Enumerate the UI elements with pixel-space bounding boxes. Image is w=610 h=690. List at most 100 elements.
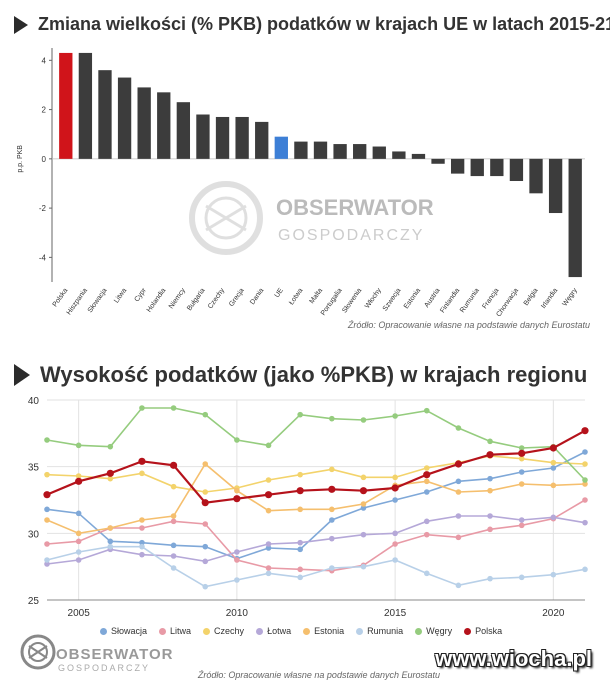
series-line-łotwa: [46, 515, 586, 565]
point-polska: [581, 427, 589, 435]
series-czechy: [44, 453, 588, 495]
bar-dania: [255, 121, 269, 159]
bar-szwecja: [392, 151, 406, 159]
point-litwa: [392, 541, 398, 547]
series-line-litwa: [46, 499, 586, 572]
y-tick-label: 35: [28, 463, 40, 474]
point-łotwa: [582, 519, 588, 526]
legend-label: Polska: [475, 626, 503, 636]
point-łotwa: [139, 551, 145, 558]
point-łotwa: [455, 513, 462, 519]
legend-label: Węgry: [426, 626, 453, 636]
point-estonia: [550, 482, 557, 489]
point-łotwa: [297, 539, 303, 546]
bar-czechy: [215, 116, 230, 159]
series-line-estonia: [46, 462, 586, 535]
point-rumunia: [107, 543, 114, 550]
point-łotwa: [329, 535, 335, 542]
point-rumunia: [423, 570, 430, 577]
bar-malta: [313, 141, 328, 159]
chart2-source: Źródło: Opracowanie własne na podstawie …: [197, 670, 440, 680]
y-tick-label: -4: [39, 253, 47, 262]
bar-irlandia: [548, 158, 563, 214]
point-łotwa: [360, 531, 367, 538]
point-litwa: [487, 526, 493, 533]
legend-label: Litwa: [170, 626, 192, 636]
legend-item-estonia: Estonia: [303, 626, 344, 636]
point-estonia: [582, 481, 588, 487]
legend-label: Estonia: [314, 626, 345, 636]
point-łotwa: [392, 530, 398, 537]
bar-chorwacja: [509, 158, 524, 182]
y-tick-label: 0: [42, 155, 47, 164]
point-słowacja: [139, 539, 145, 546]
point-polska: [296, 487, 304, 495]
point-słowacja: [455, 478, 462, 485]
chart2-title-text: Wysokość podatków (jako %PKB) w krajach …: [40, 362, 588, 387]
legend-dot-icon: [256, 627, 264, 635]
legend-item-litwa: Litwa: [159, 626, 191, 636]
logo-watermark-icon: [189, 181, 263, 255]
point-czechy: [75, 473, 82, 479]
point-polska: [138, 457, 146, 465]
point-słowacja: [329, 517, 335, 523]
point-rumunia: [518, 574, 525, 581]
point-polska: [391, 484, 399, 492]
point-litwa: [170, 518, 177, 525]
bar-bułgaria: [196, 114, 210, 159]
point-estonia: [360, 501, 367, 507]
legend-label: Czechy: [214, 626, 245, 636]
point-węgry: [518, 445, 525, 451]
bar-cypr: [137, 87, 151, 159]
bar-rumunia: [470, 158, 484, 177]
point-estonia: [329, 506, 335, 513]
bar-włochy: [372, 146, 386, 159]
point-polska: [454, 460, 463, 468]
point-rumunia: [392, 557, 398, 563]
point-słowacja: [107, 538, 114, 545]
point-estonia: [518, 481, 525, 487]
point-słowacja: [360, 505, 367, 511]
series-litwa: [44, 497, 588, 574]
bar-słowenia: [353, 144, 367, 159]
x-tick-label: 2010: [226, 608, 249, 619]
bar-belgia: [529, 158, 543, 194]
point-węgry: [329, 415, 335, 422]
point-polska: [233, 495, 241, 503]
y-tick-label: 40: [28, 396, 40, 407]
point-estonia: [107, 525, 114, 531]
legend-dot-icon: [159, 627, 167, 635]
bar-chart: OBSERWATOR GOSPODARCZY 420-2-4p.p. PKBPo…: [17, 48, 585, 318]
point-łotwa: [518, 517, 525, 523]
bar-ue: [274, 136, 288, 159]
legend-dot-icon: [464, 627, 472, 635]
point-litwa: [518, 522, 525, 529]
x-tick-label: 2015: [384, 608, 407, 619]
point-czechy: [170, 483, 177, 490]
point-polska: [328, 485, 336, 493]
point-słowacja: [297, 546, 303, 553]
legend-label: Słowacja: [111, 626, 148, 636]
point-czechy: [329, 466, 335, 473]
point-estonia: [265, 507, 272, 514]
point-słowacja: [518, 469, 525, 475]
logo-icon: [20, 634, 56, 670]
y-tick-label: 2: [42, 106, 47, 115]
point-słowacja: [170, 542, 177, 549]
point-czechy: [202, 489, 209, 495]
bar-finlandia: [450, 158, 465, 174]
bar-estonia: [411, 153, 426, 159]
legend-label: Rumunia: [367, 626, 404, 636]
point-słowacja: [487, 475, 493, 482]
point-łotwa: [265, 541, 272, 547]
point-rumunia: [455, 582, 462, 589]
point-słowacja: [44, 506, 50, 513]
point-estonia: [234, 487, 240, 494]
legend-dot-icon: [203, 627, 211, 635]
series-line-polska: [46, 429, 586, 504]
x-tick-label: 2005: [68, 608, 91, 619]
point-litwa: [455, 534, 462, 541]
point-litwa: [202, 521, 209, 527]
point-rumunia: [487, 575, 493, 582]
